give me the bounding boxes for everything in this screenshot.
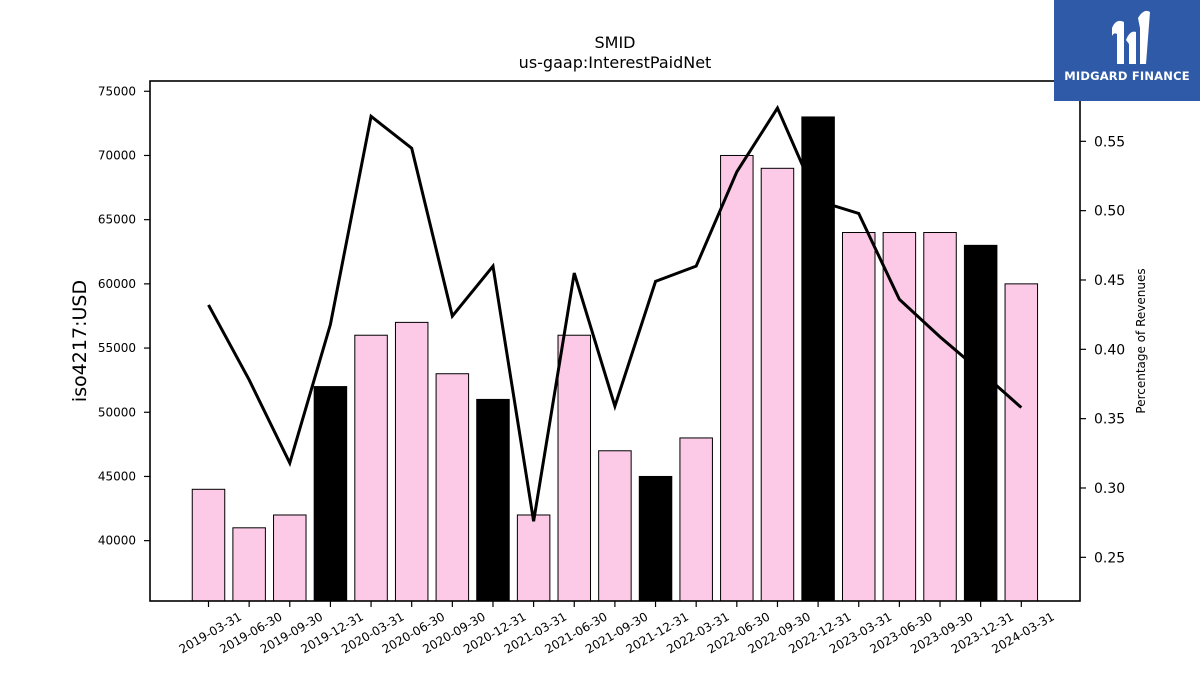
chart-title: SMID xyxy=(595,33,636,52)
bar xyxy=(313,386,348,602)
bar xyxy=(760,167,795,602)
bar xyxy=(354,334,388,602)
logo-box: MIDGARD FINANCE xyxy=(1054,0,1200,101)
bar xyxy=(801,116,835,602)
y-tick-label: 65000 xyxy=(98,213,136,227)
bar xyxy=(557,334,592,602)
bar xyxy=(394,321,429,602)
y2-axis-label: Percentage of Revenues xyxy=(1134,268,1148,413)
bar xyxy=(638,475,673,602)
bar xyxy=(923,232,957,602)
bar xyxy=(841,232,876,602)
bar xyxy=(882,232,917,602)
line-group xyxy=(207,104,1023,522)
y2-tick-label: 0.50 xyxy=(1094,204,1125,220)
y-tick-label: 75000 xyxy=(98,84,136,98)
bar xyxy=(191,488,226,602)
y-tick-label: 70000 xyxy=(98,148,136,162)
bar xyxy=(476,398,510,602)
y-tick-label: 60000 xyxy=(98,277,136,291)
bar xyxy=(1004,283,1039,602)
bar xyxy=(720,154,754,602)
bar xyxy=(273,514,307,602)
y2-tick-label: 0.45 xyxy=(1094,273,1125,289)
y2-tick-label: 0.35 xyxy=(1094,412,1125,428)
y2-tick-label: 0.30 xyxy=(1094,481,1125,497)
series-line xyxy=(207,104,1023,522)
bar xyxy=(598,450,632,602)
bar xyxy=(516,514,551,602)
bars-group xyxy=(191,116,1039,602)
bar xyxy=(679,437,713,602)
y-tick-label: 55000 xyxy=(98,341,136,355)
logo-text: MIDGARD FINANCE xyxy=(1064,69,1190,83)
y-tick-label: 40000 xyxy=(98,534,136,548)
y2-tick-label: 0.55 xyxy=(1094,134,1125,150)
y2-tick-label: 0.25 xyxy=(1094,550,1125,566)
y-tick-label: 45000 xyxy=(98,469,136,483)
bar xyxy=(435,373,470,602)
y2-axis: 0.25 0.30 0.35 0.40 0.45 0.50 0.55 xyxy=(1080,134,1125,566)
y2-tick-label: 0.40 xyxy=(1094,342,1125,358)
y-axis-label: iso4217:USD xyxy=(69,280,91,402)
bar xyxy=(232,527,266,602)
bar xyxy=(963,244,998,602)
chart-subtitle: us-gaap:InterestPaidNet xyxy=(519,53,712,72)
y-tick-label: 50000 xyxy=(98,405,136,419)
y-axis: 40000 45000 50000 55000 60000 65000 70000 75000 xyxy=(98,84,150,548)
x-axis: 2019-03-312019-06-302019-09-302019-12-31… xyxy=(177,601,1057,656)
midgard-logo-icon xyxy=(1112,10,1150,64)
